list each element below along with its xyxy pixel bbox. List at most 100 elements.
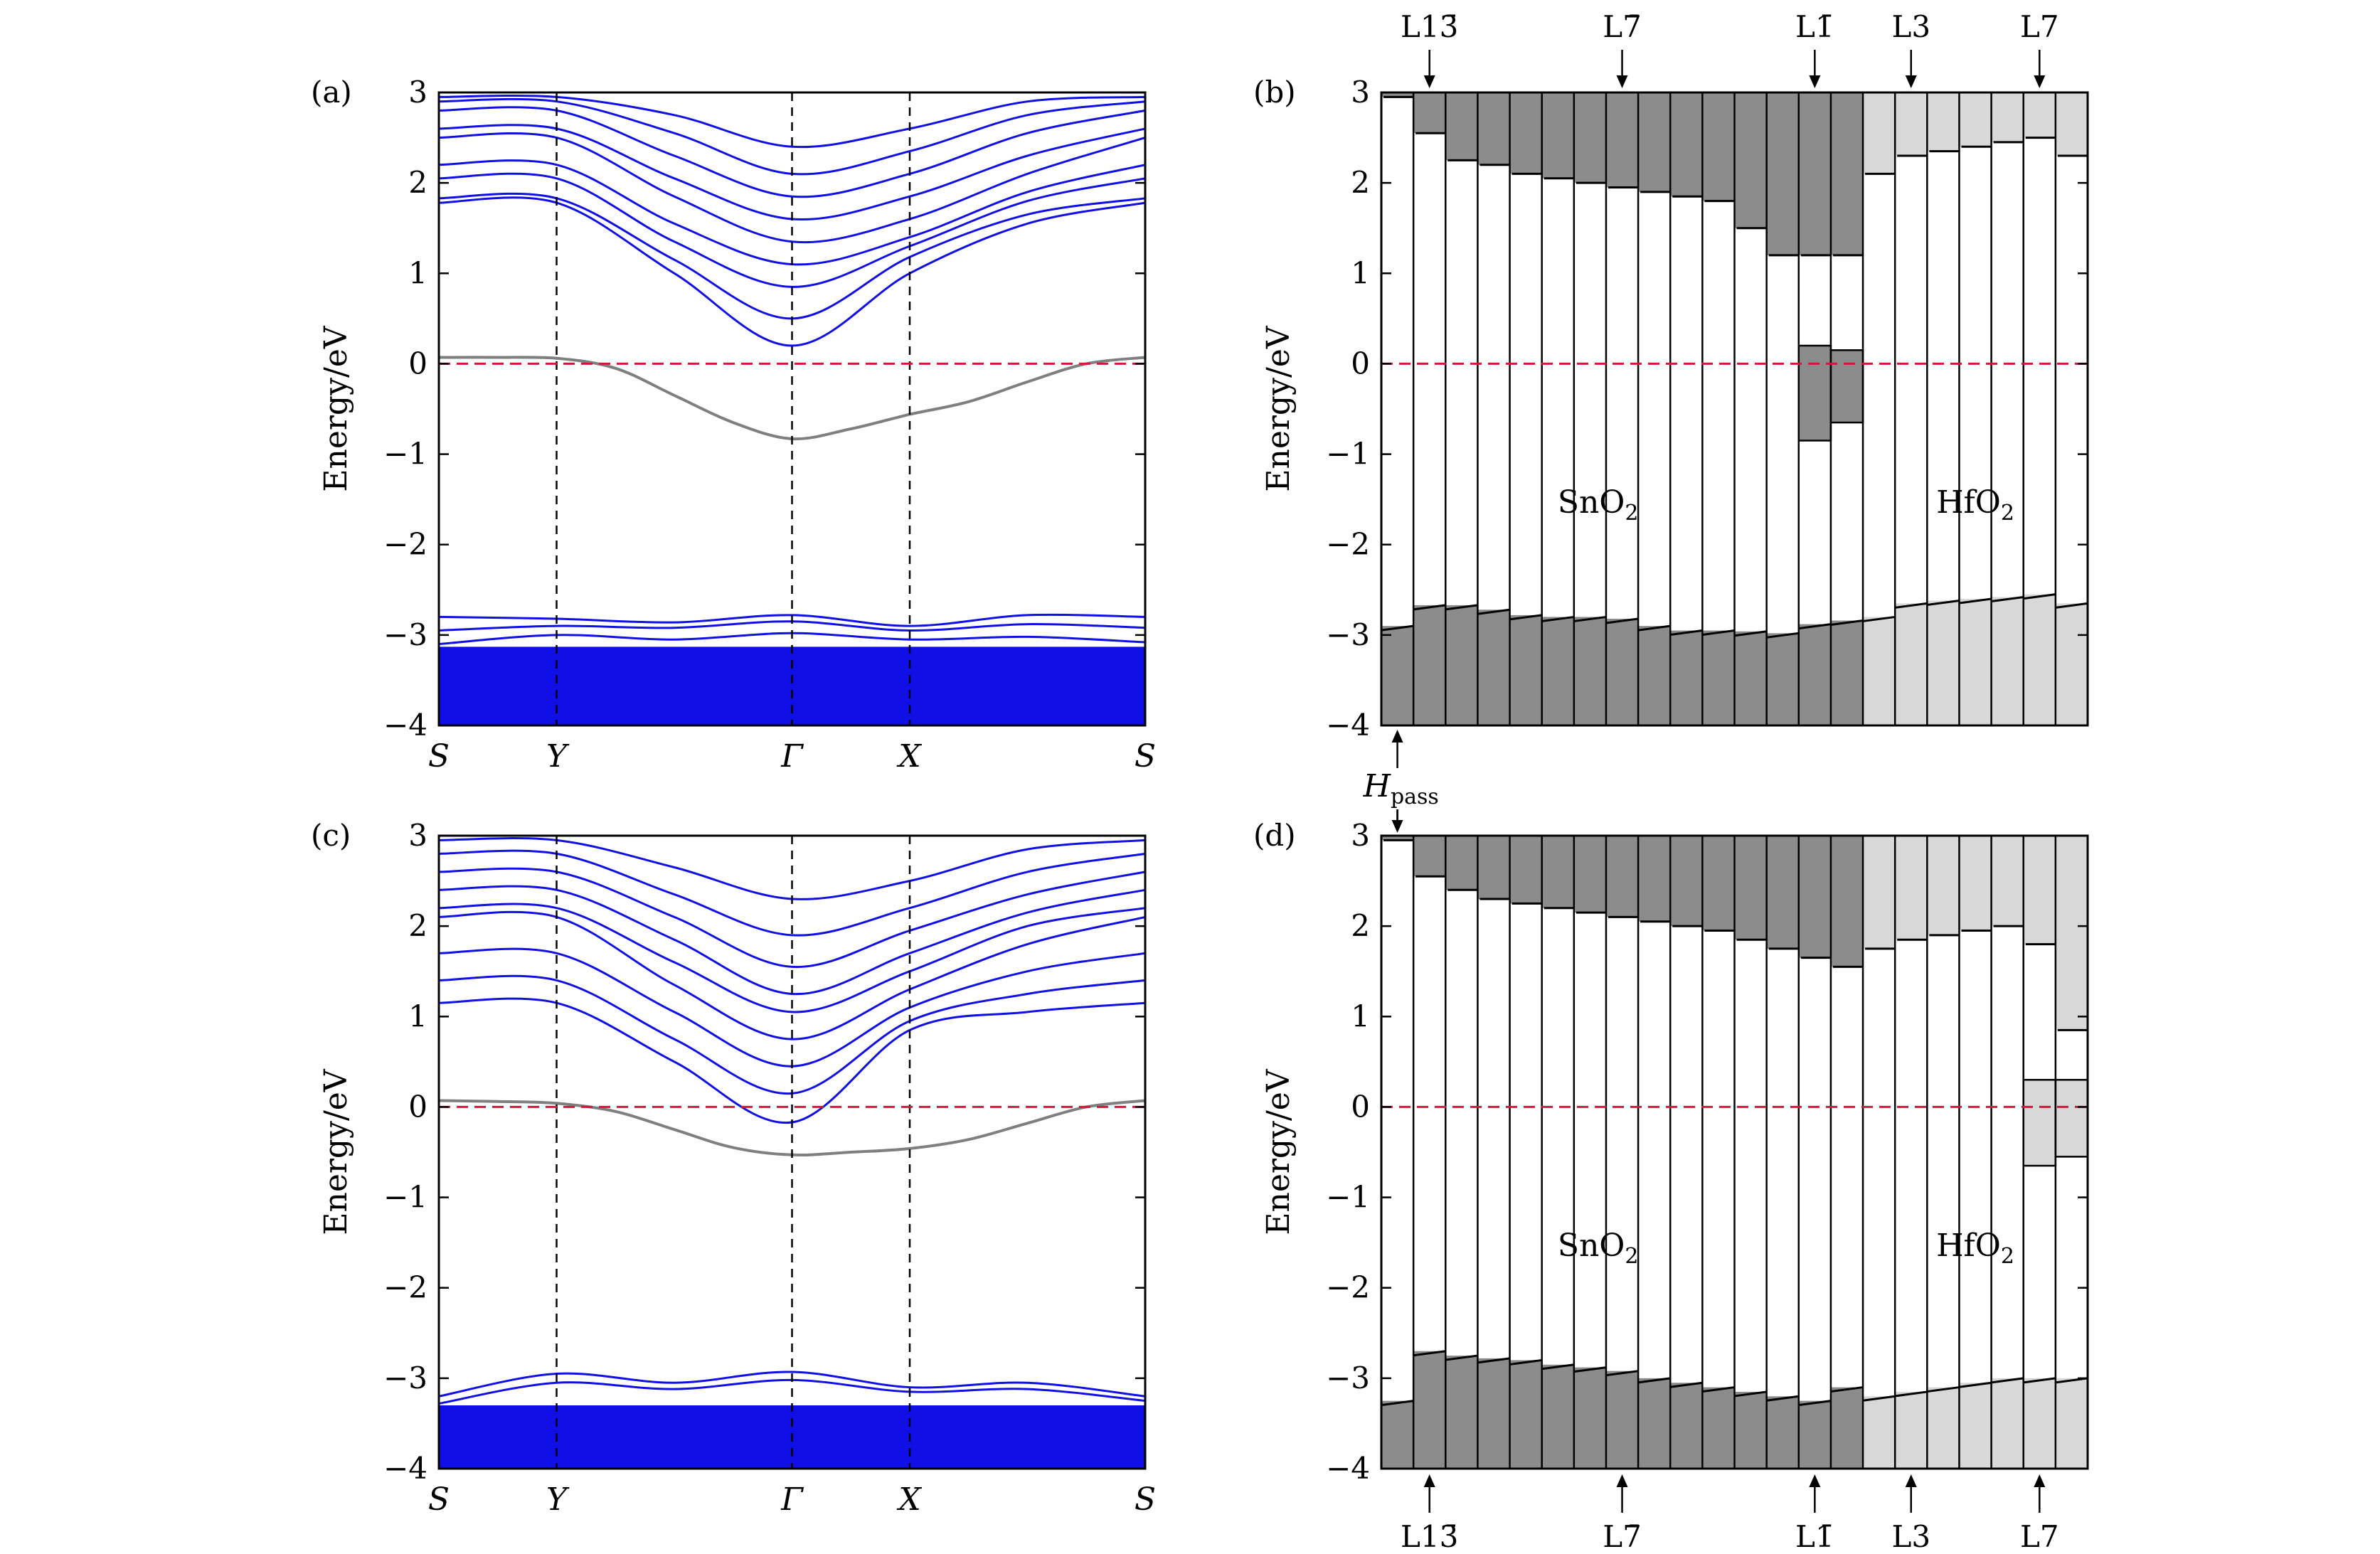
arrow-head [1809,1474,1821,1487]
arrow-head [1423,75,1435,88]
valence-band-column [1573,617,1606,725]
vbm-edge [1702,629,1735,636]
layer-label: L7̄ [1603,1519,1642,1554]
vbm-edge [1798,623,1832,630]
y-tick-label: 2 [408,165,427,200]
vbm-edge [1862,1395,1896,1402]
valence-band-column [1766,1396,1799,1469]
valence-band-column [1573,1367,1606,1469]
vbm-edge [1766,1395,1799,1402]
conduction-band-column [1702,836,1735,931]
kpoint-label: S [428,738,450,775]
y-tick-label: −1 [383,1180,427,1215]
y-tick-label: 3 [1351,75,1370,110]
conduction-band-column [1895,92,1928,156]
y-tick-label: −2 [383,1270,427,1305]
conduction-band-column [1605,836,1639,917]
y-tick-label: 2 [1351,908,1370,943]
layer-label: L1̄ [1795,9,1834,44]
layer-label: L3 [1891,1519,1930,1554]
valence-band-column [1541,617,1574,725]
conduction-band-column [1734,92,1767,228]
material-subscript: 2 [1625,501,1638,526]
valence-band-column [2023,594,2056,725]
layer-label: L13̄ [1401,1519,1458,1554]
conduction-band-column [1734,836,1767,940]
hpass-subscript: pass [1391,784,1439,809]
conduction-band-column [2055,92,2088,156]
arrow-head [1616,75,1628,88]
valence-band-column [1991,1378,2024,1469]
valence-band-column [1863,1396,1896,1469]
vbm-edge [1734,1390,1767,1398]
arrow-head [1905,1474,1917,1487]
valence-band-continuum [439,646,1145,725]
valence-band-column [1734,631,1767,725]
y-axis-label: Energy/eV [1260,325,1297,491]
valence-band-column [1702,630,1735,725]
vbm-edge [1445,604,1478,611]
vbm-edge [1670,1381,1703,1388]
valence-band-column [1670,1383,1703,1469]
plot-frame [437,834,1147,1470]
gap-state-region [1829,349,1864,424]
conduction-band-column [1830,92,1864,255]
y-tick-label: −3 [1326,617,1370,652]
panel-2: S Y Γ X S 3 2 1 0 −1 −2 −3 −4 Energy/eV (c) [311,818,1156,1518]
vbm-edge [1381,1400,1414,1407]
y-tick-label: 0 [408,1089,427,1124]
valence-band-column [1477,1358,1510,1469]
conduction-band-column [1509,836,1542,904]
vbm-edge [1637,624,1671,632]
y-tick-label: 1 [1351,999,1370,1033]
layer-label: L7̄ [1603,9,1642,44]
conduction-band-column [1766,92,1799,255]
vbm-edge [1959,1381,1992,1388]
plot-frame [1380,91,2089,727]
vbm-edge [1734,630,1767,637]
valence-band-column [2023,1378,2056,1469]
arrow-head [2034,75,2046,88]
kpoint-label: Y [546,738,570,775]
conduction-band-column [1959,92,1992,147]
vbm-edge [1381,624,1414,632]
vbm-edge [1413,1350,1446,1357]
panel-1: SnO2 HfO2 L13̄ L7̄ L1̄ L3 L7 3 2 1 0 −1 −2 −3 −4 Energy… [1253,9,2089,833]
plot-frame [1380,834,2089,1470]
valence-band-column [1798,624,1831,725]
valence-band-column [1927,1387,1960,1469]
arrow-head [1391,820,1403,833]
kpoint-label: S [428,1481,450,1518]
conduction-band-column [1413,92,1446,134]
valence-band-column [1895,603,1928,725]
valence-band-column [1445,1356,1478,1469]
panel-label: (d) [1253,818,1296,853]
material-label: SnO2 [1558,484,1639,526]
arrow-head [2034,1474,2046,1487]
conduction-band-column [1927,836,1960,935]
y-tick-label: −4 [1326,708,1370,743]
valence-band-column [1798,1400,1831,1469]
valence-band-column [1830,620,1864,725]
y-tick-label: −4 [383,1451,427,1486]
conduction-band-column [1863,836,1896,949]
conduction-band-column [1766,836,1799,949]
vbm-edge [1573,615,1607,622]
conduction-band-column [1670,836,1703,927]
valence-band-column [1445,605,1478,725]
conduction-band-column [1477,92,1510,165]
y-tick-label: −1 [1326,437,1370,472]
panel-label: (a) [311,75,352,110]
gap-state-region [2022,1079,2057,1167]
valence-band-column [1605,618,1639,725]
valence-band-column [1413,605,1446,725]
vbm-edge [1477,608,1510,615]
panel-label: (c) [311,818,351,853]
arrow-head [1391,730,1403,743]
vbm-edge [1766,632,1799,639]
vbm-edge [1894,602,1928,609]
conduction-band-column [1445,92,1478,161]
vbm-edge [1605,617,1639,624]
conduction-band-column [1670,92,1703,197]
